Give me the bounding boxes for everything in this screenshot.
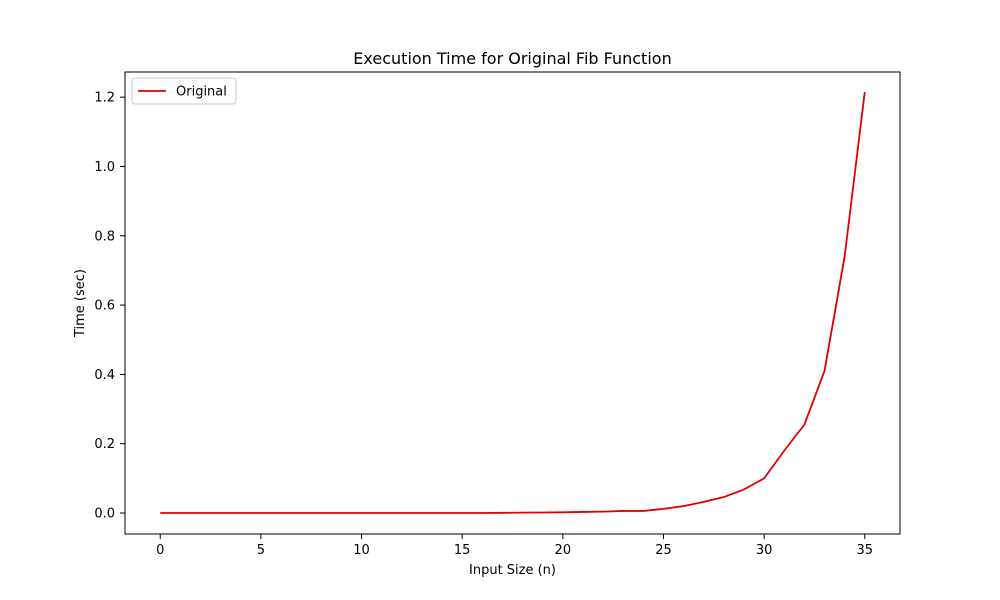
y-tick-label: 0.6 xyxy=(94,299,115,314)
y-tick-label: 0.8 xyxy=(94,229,115,244)
x-tick-label: 30 xyxy=(756,543,773,558)
legend-box xyxy=(131,77,237,105)
y-tick-label: 0.4 xyxy=(94,368,115,383)
x-tick-label: 0 xyxy=(156,543,164,558)
y-tick-label: 1.2 xyxy=(94,91,115,106)
y-axis-label: Time (sec) xyxy=(73,269,88,338)
y-tick-label: 1.0 xyxy=(94,160,115,175)
x-tick-label: 15 xyxy=(454,543,471,558)
y-axis-ticks: 0.0 0.2 0.4 0.6 0.8 1.0 1.2 xyxy=(94,91,125,522)
x-tick-label: 35 xyxy=(856,543,873,558)
x-tick-label: 10 xyxy=(353,543,370,558)
x-axis-ticks: 0 5 10 15 20 25 30 35 xyxy=(156,534,873,558)
x-tick-label: 20 xyxy=(555,543,572,558)
x-axis-label: Input Size (n) xyxy=(469,563,556,578)
legend-label-original: Original xyxy=(176,85,227,100)
x-tick-label: 25 xyxy=(655,543,672,558)
plot-frame xyxy=(124,71,901,535)
chart-title: Execution Time for Original Fib Function xyxy=(353,49,671,68)
y-tick-label: 0.2 xyxy=(94,437,115,452)
legend: Original xyxy=(131,77,237,105)
series-layer xyxy=(160,91,866,514)
series-line-original xyxy=(160,91,866,514)
y-tick-label: 0.0 xyxy=(94,507,115,522)
x-tick-label: 5 xyxy=(257,543,265,558)
